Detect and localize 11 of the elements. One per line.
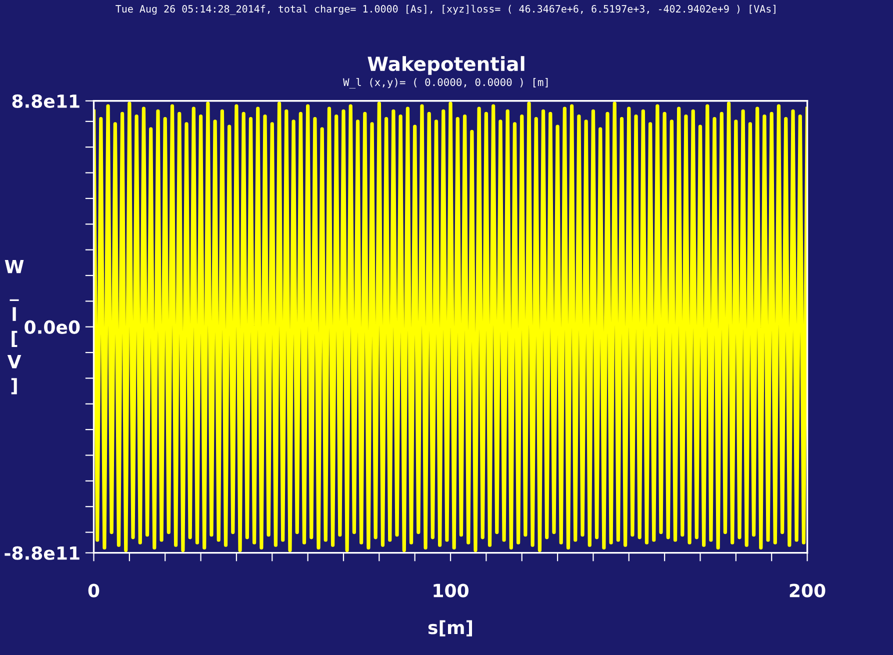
y-tick-label: 0.0e0 xyxy=(24,320,80,334)
x-tick-label: 200 xyxy=(790,584,826,598)
x-tick-label: 0 xyxy=(88,584,100,598)
x-tick-label: 100 xyxy=(434,584,468,598)
text: W_l[V] xyxy=(4,260,24,394)
x-axis-title: s[m] xyxy=(428,620,472,636)
chart-title: Wakepotential xyxy=(368,56,524,75)
chart-subtitle: W_l (x,y)= ( 0.0000, 0.0000 ) [m] xyxy=(343,78,548,88)
text: Tue Aug 26 05:14:28_2014f, total charge= 1.0000 [As], [xyz]loss= ( 46.3467e+6, 6.5197e+3, -402.9402e+9 ) [VAs] xyxy=(116,4,776,15)
y-tick-label: -8.8e11 xyxy=(4,546,80,560)
y-tick-label: 8.8e11 xyxy=(12,94,80,108)
